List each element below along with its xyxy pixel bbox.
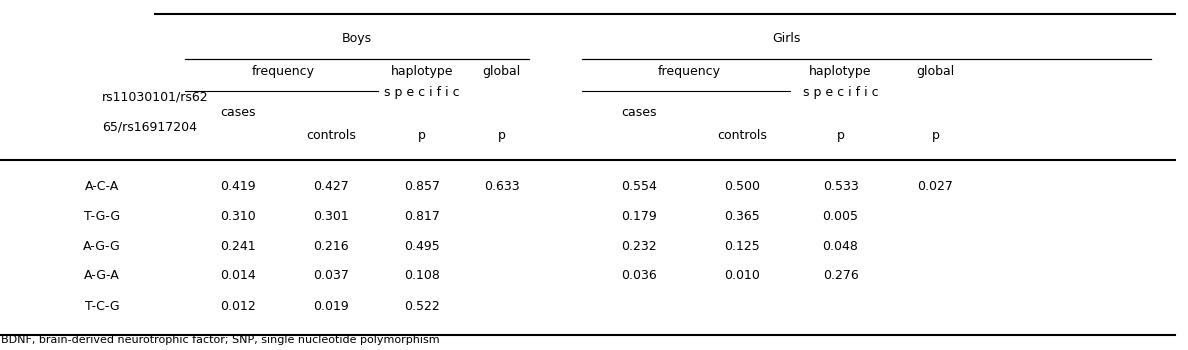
Text: rs11030101/rs62: rs11030101/rs62: [102, 90, 209, 103]
Text: 0.179: 0.179: [621, 210, 657, 223]
Text: 0.301: 0.301: [312, 210, 349, 223]
Text: 0.817: 0.817: [404, 210, 440, 223]
Text: global: global: [916, 65, 954, 78]
Text: 0.500: 0.500: [725, 180, 760, 193]
Text: 0.027: 0.027: [917, 180, 953, 193]
Text: T-C-G: T-C-G: [84, 300, 120, 313]
Text: 0.522: 0.522: [404, 300, 440, 313]
Text: 0.365: 0.365: [725, 210, 760, 223]
Text: 0.419: 0.419: [221, 180, 257, 193]
Text: 0.241: 0.241: [221, 240, 257, 253]
Text: frequency: frequency: [657, 65, 720, 78]
Text: haplotype: haplotype: [809, 65, 872, 78]
Text: haplotype: haplotype: [391, 65, 454, 78]
Text: p: p: [836, 129, 845, 142]
Text: p: p: [498, 129, 505, 142]
Text: 0.276: 0.276: [822, 269, 859, 282]
Text: s p e c i f i c: s p e c i f i c: [803, 86, 878, 99]
Text: 0.010: 0.010: [725, 269, 760, 282]
Text: 0.125: 0.125: [725, 240, 760, 253]
Text: 0.019: 0.019: [312, 300, 349, 313]
Text: 0.014: 0.014: [221, 269, 257, 282]
Text: 0.633: 0.633: [484, 180, 519, 193]
Text: 0.108: 0.108: [404, 269, 440, 282]
Text: 0.857: 0.857: [404, 180, 440, 193]
Text: frequency: frequency: [252, 65, 315, 78]
Text: p: p: [418, 129, 426, 142]
Text: BDNF, brain-derived neurotrophic factor; SNP, single nucleotide polymorphism: BDNF, brain-derived neurotrophic factor;…: [1, 335, 440, 345]
Text: Girls: Girls: [772, 32, 801, 45]
Text: T-G-G: T-G-G: [84, 210, 120, 223]
Text: 0.554: 0.554: [621, 180, 657, 193]
Text: p: p: [931, 129, 940, 142]
Text: 0.036: 0.036: [621, 269, 657, 282]
Text: 0.427: 0.427: [312, 180, 349, 193]
Text: 0.037: 0.037: [312, 269, 349, 282]
Text: 0.310: 0.310: [221, 210, 257, 223]
Text: global: global: [482, 65, 520, 78]
Text: A-G-A: A-G-A: [84, 269, 120, 282]
Text: A-C-A: A-C-A: [86, 180, 119, 193]
Text: 0.495: 0.495: [404, 240, 440, 253]
Text: controls: controls: [718, 129, 767, 142]
Text: controls: controls: [307, 129, 356, 142]
Text: 0.216: 0.216: [314, 240, 349, 253]
Text: 0.533: 0.533: [822, 180, 859, 193]
Text: cases: cases: [221, 106, 257, 119]
Text: Boys: Boys: [342, 32, 372, 45]
Text: s p e c i f i c: s p e c i f i c: [385, 86, 460, 99]
Text: 0.005: 0.005: [822, 210, 859, 223]
Text: cases: cases: [621, 106, 657, 119]
Text: 0.012: 0.012: [221, 300, 257, 313]
Text: 65/rs16917204: 65/rs16917204: [102, 121, 197, 134]
Text: 0.232: 0.232: [621, 240, 657, 253]
Text: 0.048: 0.048: [822, 240, 859, 253]
Text: A-G-G: A-G-G: [83, 240, 121, 253]
